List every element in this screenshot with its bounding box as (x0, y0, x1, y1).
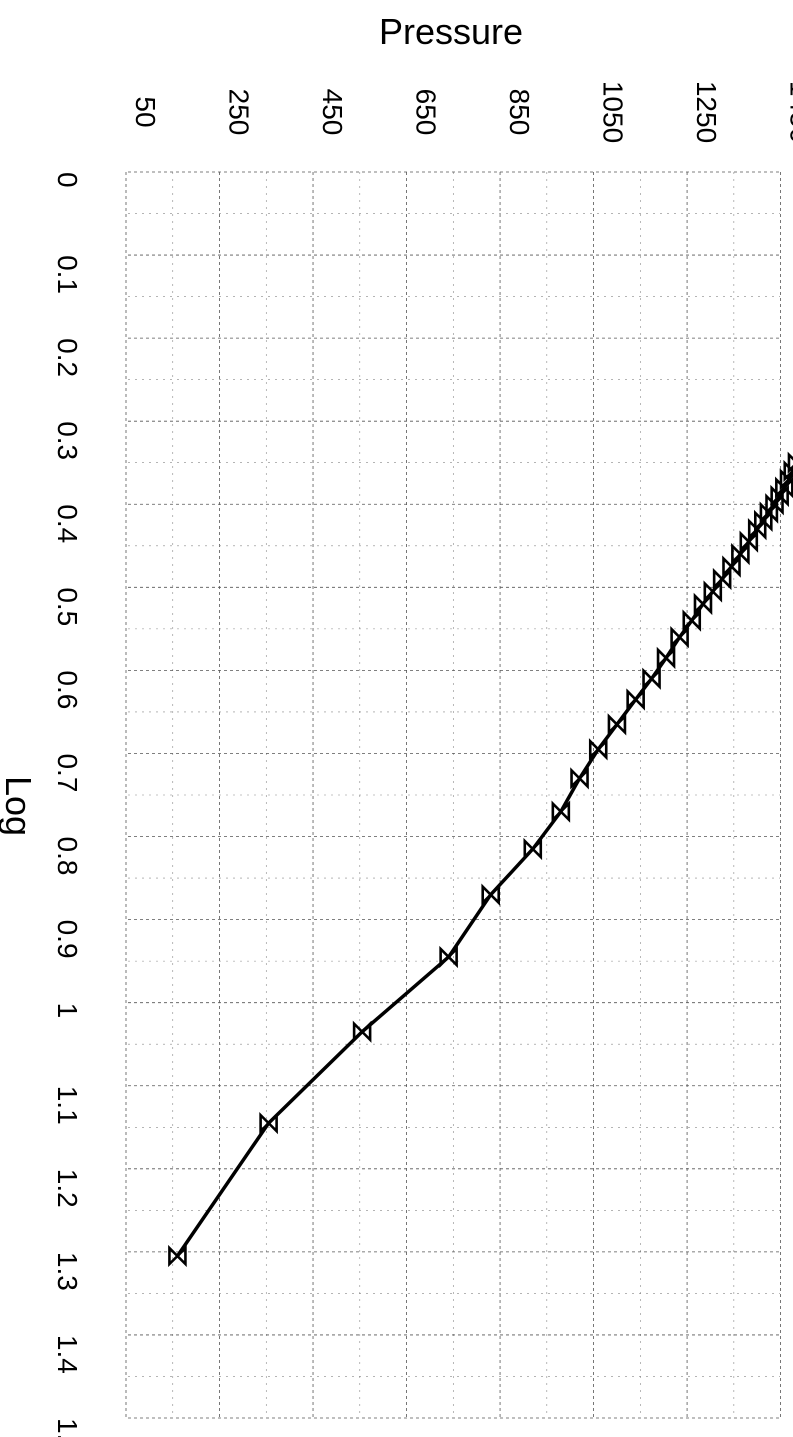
log-axis-title: Log (0, 776, 39, 836)
data-point-marker (352, 1020, 372, 1043)
data-point-marker (765, 493, 784, 516)
data-point-marker (739, 530, 759, 553)
pressure-tick-label: 450 (317, 89, 348, 136)
log-tick-label: 0.4 (52, 504, 83, 543)
data-point-marker (759, 501, 779, 524)
data-point-marker (626, 688, 645, 711)
data-point-marker (551, 800, 571, 823)
data-point-marker (682, 609, 702, 632)
grid-layer (125, 171, 781, 1419)
pressure-tick-label: 650 (411, 89, 442, 136)
data-point-marker (787, 451, 793, 474)
log-tick-label: 0.7 (52, 753, 83, 792)
log-tick-label: 0.2 (52, 338, 83, 377)
log-tick-labels: 0 0.1 0.2 0.3 0.4 0.5 0.6 0.7 0.8 0.9 1 1.1 1.2 1.3 1.… (52, 172, 83, 1437)
data-point-marker (588, 738, 608, 761)
data-point-marker (712, 567, 732, 591)
pressure-tick-label: 250 (224, 89, 255, 136)
pressure-tick-label: 850 (504, 89, 535, 136)
pressure-series-line (175, 466, 793, 1258)
data-point-marker (770, 484, 789, 508)
data-point-marker (607, 713, 627, 736)
log-tick-label: 0.6 (52, 670, 83, 709)
data-point-marker (168, 1244, 187, 1268)
pressure-tick-labels: 50 250 450 650 850 1050 1250 1450 (130, 81, 793, 143)
log-tick-label: 0.8 (52, 837, 83, 876)
pressure-tick-label: 1250 (691, 81, 722, 143)
log-tick-label: 0.9 (52, 920, 83, 959)
data-point-marker (523, 837, 543, 861)
data-point-marker (703, 580, 723, 603)
pressure-tick-label: 1050 (598, 81, 629, 143)
log-tick-label: 1.3 (52, 1252, 83, 1291)
series-layer (168, 451, 793, 1268)
pressure-tick-label: 50 (130, 96, 161, 127)
data-point-marker (722, 555, 741, 578)
data-point-marker (642, 667, 661, 690)
log-tick-label: 1.1 (52, 1086, 83, 1125)
data-point-marker (670, 626, 689, 649)
log-tick-label: 0.5 (52, 587, 83, 626)
log-tick-label: 0 (52, 172, 83, 188)
data-point-marker (693, 592, 713, 616)
data-point-marker (747, 518, 767, 541)
data-point-marker (259, 1111, 278, 1135)
data-point-marker (570, 767, 589, 790)
data-point-marker (481, 883, 501, 906)
log-tick-label: 0.3 (52, 421, 83, 460)
pressure-tick-label: 1450 (785, 81, 793, 143)
pressure-axis-title: Pressure (379, 11, 523, 52)
log-tick-label: 1.2 (52, 1169, 83, 1208)
data-point-marker (731, 542, 750, 566)
log-tick-label: 1.4 (52, 1335, 83, 1374)
data-point-marker (656, 646, 676, 670)
log-tick-label: 1 (52, 1003, 83, 1019)
log-tick-label: 0.1 (52, 255, 83, 294)
log-tick-label: 1.5 (52, 1418, 83, 1437)
data-point-marker (439, 945, 458, 969)
data-point-marker (753, 509, 773, 533)
